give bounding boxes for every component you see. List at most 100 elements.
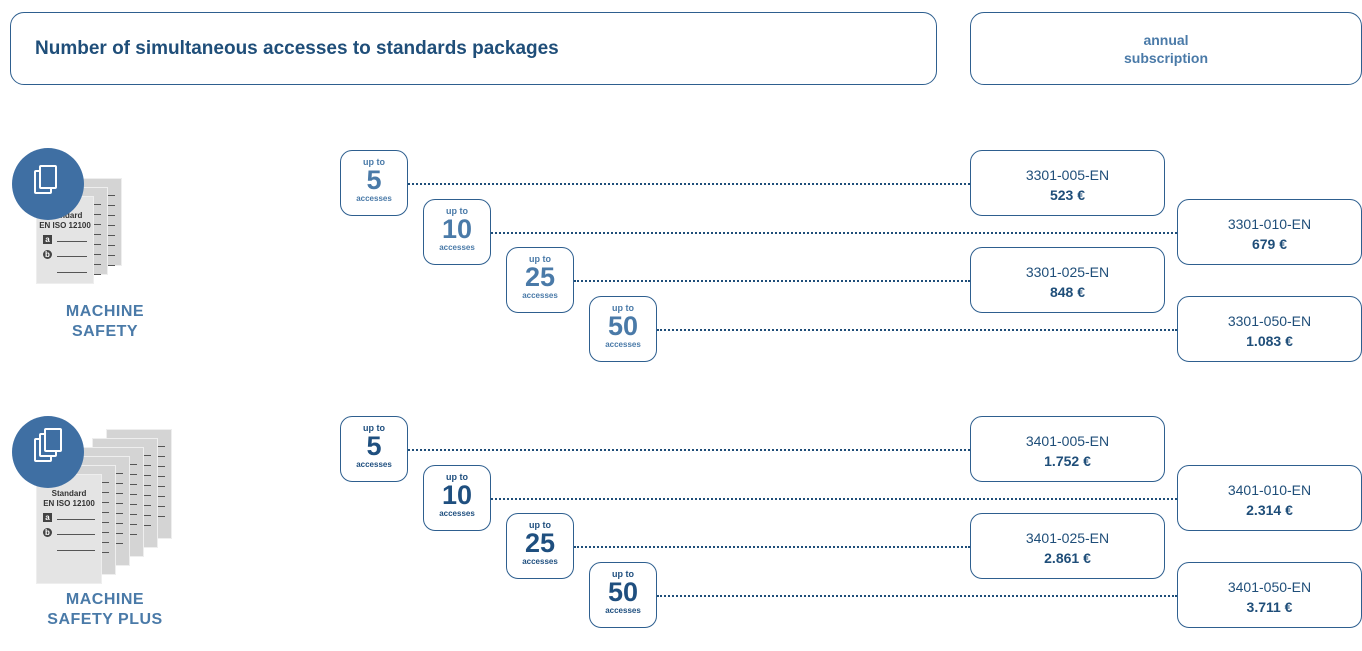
badge-prefix: up to [529, 520, 551, 530]
connector [657, 595, 1177, 597]
page-line [153, 516, 165, 517]
product-code: 3301-025-EN [1025, 264, 1110, 280]
page-line [125, 524, 137, 525]
page-line [139, 465, 151, 466]
access-badge: up to 25 accesses [506, 513, 574, 579]
page-line [89, 274, 101, 275]
page-line [111, 533, 123, 534]
page-line [125, 494, 137, 495]
package-name: MACHINE SAFETY PLUS [47, 591, 163, 628]
page-line [103, 205, 115, 206]
price: 2.314 € [1246, 502, 1293, 518]
access-badge: up to 10 accesses [423, 465, 491, 531]
badge-suffix: accesses [522, 557, 558, 566]
icon-title: Standard [51, 489, 87, 498]
page-line [97, 552, 109, 553]
product-code: 3401-025-EN [1025, 530, 1110, 546]
page-line [89, 254, 101, 255]
badge-suffix: accesses [356, 460, 392, 469]
badge-count: 25 [524, 528, 556, 558]
page-line [89, 204, 101, 205]
page-line [139, 495, 151, 496]
page-line [97, 542, 109, 543]
product-code: 3401-010-EN [1227, 482, 1312, 498]
price-box: 3301-005-EN 523 € [970, 150, 1165, 216]
product-code: 3401-005-EN [1025, 433, 1110, 449]
icon-standard: EN ISO 12100 [39, 221, 91, 230]
badge-count: 50 [607, 311, 639, 341]
connector [657, 329, 1177, 331]
page-line [97, 512, 109, 513]
header-title: Number of simultaneous accesses to stand… [10, 12, 937, 85]
page-line [111, 543, 123, 544]
page-line [57, 272, 87, 273]
badge-suffix: accesses [522, 291, 558, 300]
price-box: 3401-050-EN 3.711 € [1177, 562, 1362, 628]
page-line [111, 483, 123, 484]
product-code: 3301-010-EN [1227, 216, 1312, 232]
page-line [103, 245, 115, 246]
page-line [125, 514, 137, 515]
badge-prefix: up to [612, 303, 634, 313]
page-line [153, 506, 165, 507]
price: 523 € [1049, 187, 1086, 203]
product-code: 3401-050-EN [1227, 579, 1312, 595]
badge-count: 5 [366, 165, 382, 195]
page-line [89, 224, 101, 225]
connector [574, 280, 970, 282]
badge-prefix: up to [612, 569, 634, 579]
badge-suffix: accesses [356, 194, 392, 203]
page-line [139, 455, 151, 456]
product-code: 3301-005-EN [1025, 167, 1110, 183]
access-badge: up to 50 accesses [589, 562, 657, 628]
icon-sheet [44, 428, 62, 452]
page-line [139, 475, 151, 476]
page-line [103, 265, 115, 266]
page-line [97, 492, 109, 493]
page-line [57, 550, 95, 551]
page-line [139, 515, 151, 516]
badge-count: 5 [366, 431, 382, 461]
page-line [111, 493, 123, 494]
badge-suffix: accesses [439, 509, 475, 518]
access-badge: up to 50 accesses [589, 296, 657, 362]
page-line [103, 255, 115, 256]
icon-sheet [39, 165, 57, 189]
badge-count: 10 [441, 480, 473, 510]
badge-prefix: up to [446, 206, 468, 216]
page-line [103, 225, 115, 226]
badge-prefix: up to [363, 157, 385, 167]
page-line [89, 214, 101, 215]
icon-item-a: a [43, 513, 52, 522]
icon-standard: EN ISO 12100 [43, 499, 95, 508]
product-code: 3301-050-EN [1227, 313, 1312, 329]
price-column-header: annual subscription [970, 12, 1362, 85]
page-line [103, 215, 115, 216]
badge-prefix: up to [446, 472, 468, 482]
badge-prefix: up to [529, 254, 551, 264]
page-line [153, 446, 165, 447]
page-line [97, 532, 109, 533]
page-line [139, 485, 151, 486]
package-name: MACHINE SAFETY [65, 303, 145, 340]
access-badge: up to 10 accesses [423, 199, 491, 265]
price-box: 3301-010-EN 679 € [1177, 199, 1362, 265]
access-badge: up to 25 accesses [506, 247, 574, 313]
connector [408, 449, 970, 451]
connector [491, 232, 1177, 234]
price: 3.711 € [1246, 599, 1293, 615]
icon-item-b: b [43, 528, 52, 537]
package-icon [12, 148, 84, 220]
page-line [153, 486, 165, 487]
page-line [57, 534, 95, 535]
badge-count: 10 [441, 214, 473, 244]
price-box: 3401-005-EN 1.752 € [970, 416, 1165, 482]
page-line [125, 474, 137, 475]
badge-prefix: up to [363, 423, 385, 433]
page-line [125, 464, 137, 465]
page-line [111, 513, 123, 514]
page-line [57, 241, 87, 242]
page-line [57, 256, 87, 257]
